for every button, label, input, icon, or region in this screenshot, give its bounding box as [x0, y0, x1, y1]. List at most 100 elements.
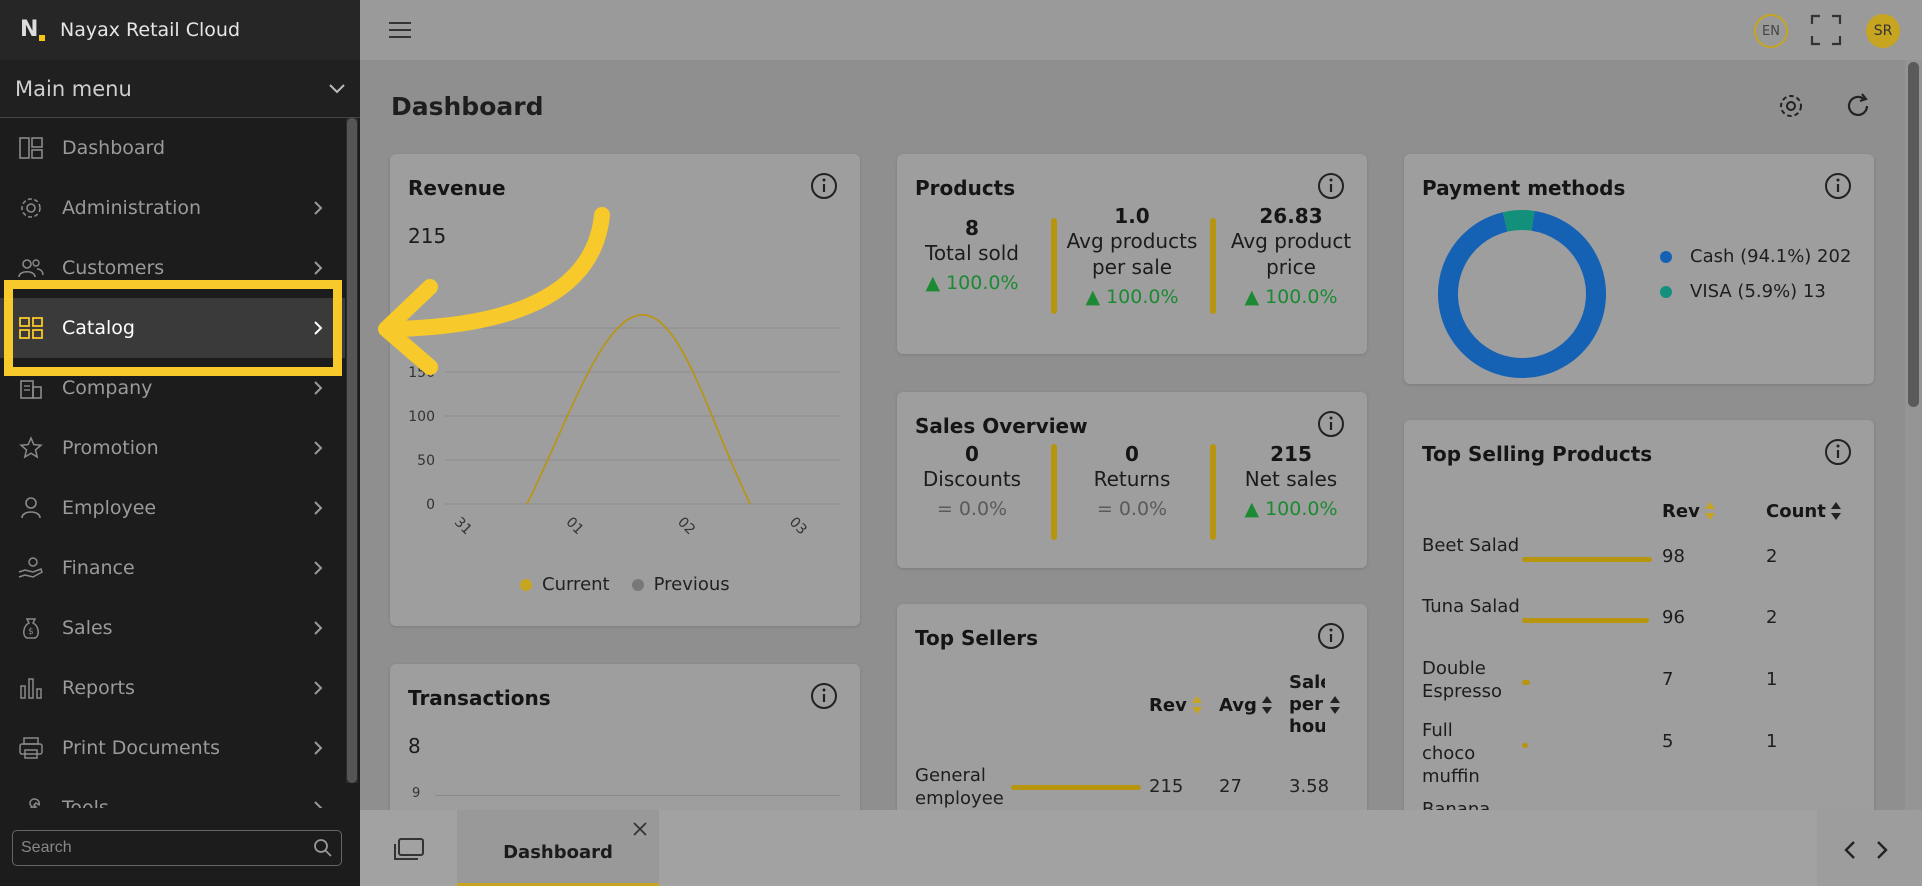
product-count: 1 — [1766, 669, 1778, 690]
chevron-right-icon — [314, 561, 323, 575]
seller-per-hour: 3.58 — [1289, 776, 1330, 797]
products-card: Products 8 Total sold ▲ 100.0% 1.0 Avg p… — [897, 154, 1367, 354]
top-sellers-card: Top Sellers Rev Avg Sale per hou General… — [897, 604, 1367, 824]
bottom-tabbar: Dashboard — [360, 810, 1922, 886]
transactions-title: Transactions — [408, 686, 551, 710]
info-icon[interactable] — [1317, 622, 1345, 650]
sidebar-item-label: Reports — [62, 677, 135, 699]
col-header-avg[interactable]: Avg — [1219, 694, 1273, 716]
sidebar-item-label: Dashboard — [62, 137, 166, 159]
refresh-icon[interactable] — [1844, 92, 1872, 120]
chevron-right-icon — [314, 681, 323, 695]
svg-text:$: $ — [28, 627, 34, 637]
page-title: Dashboard — [391, 92, 544, 121]
table-row[interactable]: Full choco muffin 5 1 — [1422, 719, 1862, 789]
col-header-count[interactable]: Count — [1766, 500, 1842, 522]
sidebar-item-catalog[interactable]: Catalog — [0, 298, 345, 358]
stat-divider — [1051, 444, 1057, 540]
legend-dot-visa — [1660, 285, 1672, 298]
legend-label-visa: VISA (5.9%) 13 — [1690, 281, 1826, 302]
tab-navigation — [1817, 810, 1922, 886]
donut-slice-0[interactable] — [1438, 210, 1606, 378]
windows-icon[interactable] — [394, 838, 424, 860]
table-row[interactable]: General employee 215 27 3.58 — [915, 764, 1355, 814]
stat-value: 215 — [1270, 442, 1312, 466]
chevron-right-icon — [314, 501, 323, 515]
product-rev: 96 — [1662, 607, 1685, 628]
col-header-rev[interactable]: Rev — [1149, 694, 1203, 716]
sidebar-search-input[interactable] — [21, 839, 313, 857]
sidebar-item-finance[interactable]: Finance — [0, 538, 345, 598]
product-name: Tuna Salad — [1422, 596, 1520, 617]
info-icon[interactable] — [810, 172, 838, 200]
seller-rev-bar — [1011, 785, 1141, 790]
people-icon — [18, 255, 44, 281]
sidebar-item-company[interactable]: Company — [0, 358, 345, 418]
stat-change: = 0.0% — [936, 498, 1008, 520]
building-icon — [18, 375, 44, 401]
col-header-rev[interactable]: Rev — [1662, 500, 1716, 522]
seller-avg: 27 — [1219, 776, 1242, 797]
chevron-left-icon[interactable] — [1843, 840, 1857, 860]
info-icon[interactable] — [1824, 172, 1852, 200]
sidebar-item-dashboard[interactable]: Dashboard — [0, 118, 345, 178]
top-selling-products-card: Top Selling Products Rev Count Beet Sala… — [1404, 420, 1874, 824]
sidebar-item-label: Catalog — [62, 317, 135, 339]
stat-value: 0 — [965, 442, 979, 466]
sidebar-item-customers[interactable]: Customers — [0, 238, 345, 298]
revenue-line-chart: 0 50 100 150 200 31 01 02 03 — [408, 313, 840, 538]
settings-gear-icon[interactable] — [1777, 92, 1805, 120]
legend-label-previous: Previous — [653, 574, 730, 595]
chevron-right-icon — [314, 201, 323, 215]
top-sellers-title: Top Sellers — [915, 626, 1039, 650]
legend-label-cash: Cash (94.1%) 202 — [1690, 246, 1852, 267]
sales-overview-title: Sales Overview — [915, 414, 1088, 438]
sidebar-item-administration[interactable]: Administration — [0, 178, 345, 238]
sidebar-item-label: Employee — [62, 497, 157, 519]
main-scrollbar-thumb[interactable] — [1908, 62, 1919, 407]
info-icon[interactable] — [1824, 438, 1852, 466]
sidebar-scrollbar-thumb[interactable] — [347, 118, 357, 783]
legend-dot-cash — [1660, 250, 1672, 263]
table-row[interactable]: Double Espresso 7 1 — [1422, 657, 1862, 707]
main-menu-toggle[interactable]: Main menu — [0, 60, 360, 118]
col-header-sale-per-hour[interactable]: Sale per hou — [1289, 672, 1349, 738]
sidebar-item-print-documents[interactable]: Print Documents — [0, 718, 345, 778]
product-rev: 98 — [1662, 546, 1685, 567]
bar-chart-icon — [18, 675, 44, 701]
tab-dashboard[interactable]: Dashboard — [457, 810, 659, 886]
chevron-right-icon[interactable] — [1875, 840, 1889, 860]
sidebar-item-promotion[interactable]: Promotion — [0, 418, 345, 478]
stat-divider — [1051, 218, 1057, 314]
sidebar-item-reports[interactable]: Reports — [0, 658, 345, 718]
transactions-y-tick: 9 — [412, 786, 421, 801]
y-tick-label: 0 — [426, 497, 435, 513]
sidebar-item-sales[interactable]: $ Sales — [0, 598, 345, 658]
table-row[interactable]: Beet Salad 98 2 — [1422, 534, 1862, 584]
user-avatar[interactable]: SR — [1866, 14, 1900, 48]
stat-avg-product-price: 26.83 Avg product price ▲ 100.0% — [1216, 204, 1366, 308]
chevron-down-icon — [329, 83, 345, 93]
sidebar-scrollbar[interactable] — [346, 118, 358, 783]
close-icon[interactable] — [633, 822, 647, 836]
payment-methods-title: Payment methods — [1422, 176, 1626, 200]
main-scrollbar[interactable] — [1905, 60, 1922, 810]
stat-value: 0 — [1125, 442, 1139, 466]
info-icon[interactable] — [810, 682, 838, 710]
fullscreen-icon[interactable] — [1810, 14, 1842, 46]
language-switcher[interactable]: EN — [1754, 14, 1788, 48]
stat-change: = 0.0% — [1096, 498, 1168, 520]
info-icon[interactable] — [1317, 410, 1345, 438]
donut-slice-1[interactable] — [1502, 210, 1535, 232]
search-icon[interactable] — [313, 838, 333, 858]
stat-change: ▲ 100.0% — [1244, 286, 1338, 308]
sidebar-item-tools[interactable]: Tools — [0, 778, 345, 808]
info-icon[interactable] — [1317, 172, 1345, 200]
hamburger-menu-icon[interactable] — [388, 20, 412, 40]
stat-total-sold: 8 Total sold ▲ 100.0% — [897, 216, 1047, 294]
sidebar-item-label: Customers — [62, 257, 165, 279]
table-row[interactable]: Tuna Salad 96 2 — [1422, 595, 1862, 645]
sidebar-item-employee[interactable]: Employee — [0, 478, 345, 538]
product-rev-bar — [1522, 680, 1530, 685]
grid-icon — [18, 315, 44, 341]
